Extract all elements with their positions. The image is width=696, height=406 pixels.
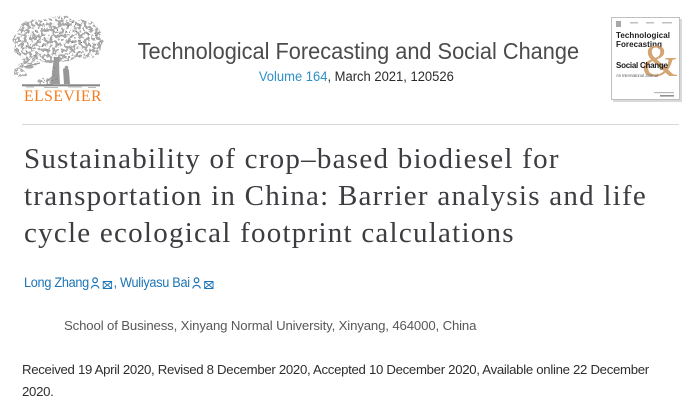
svg-text:An International Journal: An International Journal bbox=[616, 73, 658, 78]
svg-text:&: & bbox=[642, 35, 678, 86]
svg-text:Social Change: Social Change bbox=[616, 61, 669, 70]
svg-text:Forecasting: Forecasting bbox=[616, 40, 662, 49]
svg-text:Technological: Technological bbox=[616, 31, 670, 40]
